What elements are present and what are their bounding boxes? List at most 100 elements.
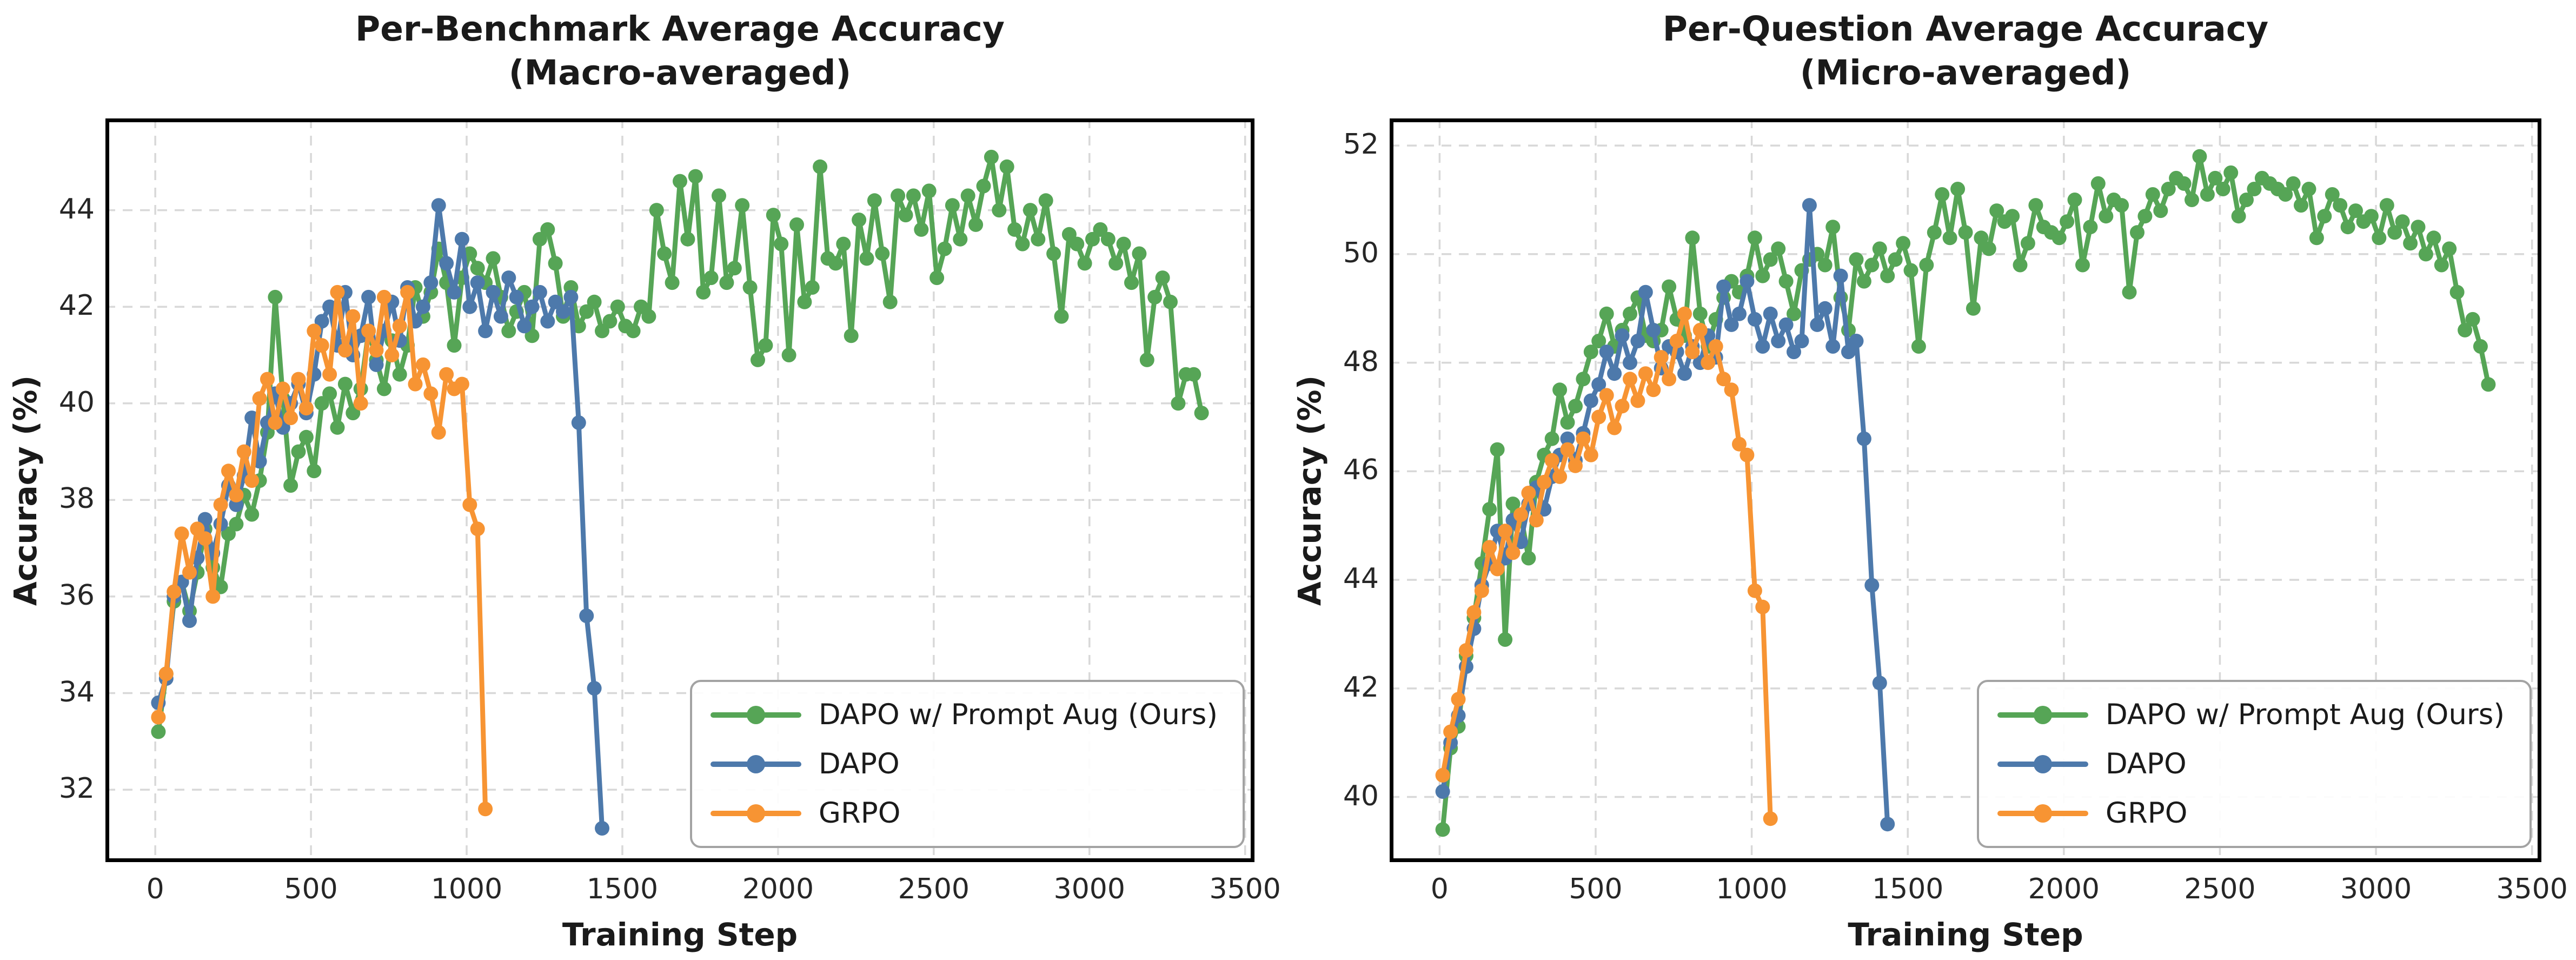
data-point-marker <box>2247 182 2262 196</box>
data-point-marker <box>1747 312 1762 327</box>
data-point-marker <box>1692 306 1708 321</box>
data-point-marker <box>470 261 485 276</box>
data-point-marker <box>556 304 570 319</box>
data-point-marker <box>852 213 867 227</box>
data-point-marker <box>1443 724 1458 739</box>
data-point-marker <box>298 401 314 416</box>
x-tick-label: 2500 <box>898 873 970 905</box>
data-point-marker <box>1646 322 1661 337</box>
data-point-marker <box>1825 339 1841 354</box>
x-axis-label: Training Step <box>562 916 798 953</box>
data-point-marker <box>1139 352 1154 367</box>
legend-item: GRPO <box>1997 797 2505 830</box>
data-point-marker <box>1100 231 1116 247</box>
data-point-marker <box>229 487 244 502</box>
data-point-marker <box>229 517 244 532</box>
data-point-marker <box>423 386 439 401</box>
data-point-marker <box>1054 309 1069 324</box>
data-point-marker <box>1568 458 1583 473</box>
data-point-marker <box>1607 420 1622 435</box>
data-point-marker <box>906 188 921 203</box>
data-point-marker <box>1171 396 1186 411</box>
data-point-marker <box>1716 279 1731 294</box>
data-point-marker <box>1716 372 1731 387</box>
y-tick-label: 42 <box>58 289 95 322</box>
data-point-marker <box>836 236 851 251</box>
data-point-marker <box>1817 301 1833 316</box>
data-point-marker <box>2465 312 2480 327</box>
data-point-marker <box>1599 306 1614 321</box>
y-tick-label: 32 <box>58 772 95 805</box>
data-point-marker <box>252 391 267 406</box>
data-point-marker <box>657 246 672 261</box>
data-point-marker <box>525 328 540 343</box>
data-point-marker <box>1825 220 1841 235</box>
data-point-marker <box>2192 149 2207 164</box>
data-point-marker <box>742 280 758 295</box>
legend-item: DAPO w/ Prompt Aug (Ours) <box>1997 698 2505 731</box>
x-tick-label: 0 <box>1430 873 1449 905</box>
data-point-marker <box>1740 447 1755 462</box>
data-point-marker <box>307 323 322 339</box>
data-point-marker <box>1163 294 1178 309</box>
data-point-marker <box>2013 257 2028 273</box>
data-point-marker <box>1747 230 1762 246</box>
data-point-marker <box>1482 540 1497 555</box>
data-point-marker <box>1701 355 1716 370</box>
data-point-marker <box>2348 203 2363 219</box>
legend-dot <box>2033 804 2052 823</box>
data-point-marker <box>1919 257 1934 273</box>
data-point-marker <box>921 183 937 198</box>
data-point-marker <box>579 608 594 624</box>
data-point-marker <box>1458 643 1473 658</box>
data-point-marker <box>431 198 446 213</box>
data-point-marker <box>1903 263 1918 278</box>
data-point-marker <box>1568 399 1583 414</box>
legend-item: GRPO <box>710 797 1218 830</box>
data-point-marker <box>2122 284 2137 300</box>
data-point-marker <box>1849 334 1864 348</box>
data-point-marker <box>587 681 602 696</box>
data-point-marker <box>1194 406 1209 421</box>
data-point-marker <box>1763 811 1778 826</box>
data-point-marker <box>392 367 407 382</box>
data-point-marker <box>174 526 189 541</box>
data-point-marker <box>2301 182 2316 196</box>
data-point-marker <box>1482 502 1497 517</box>
data-point-marker <box>2286 176 2301 191</box>
data-point-marker <box>1186 367 1201 382</box>
data-point-marker <box>1966 301 1981 316</box>
data-point-marker <box>151 724 166 739</box>
data-point-marker <box>867 193 882 208</box>
data-point-marker <box>2340 220 2355 235</box>
data-point-marker <box>766 208 781 223</box>
data-point-marker <box>1124 275 1139 290</box>
data-point-marker <box>1560 431 1575 446</box>
data-point-marker <box>275 381 290 396</box>
data-point-marker <box>1662 372 1677 387</box>
data-point-marker <box>197 531 213 546</box>
data-point-marker <box>1490 561 1505 577</box>
data-point-marker <box>1591 409 1606 425</box>
data-point-marker <box>1755 268 1770 283</box>
data-point-marker <box>1498 524 1513 539</box>
data-point-marker <box>158 666 174 681</box>
data-point-marker <box>2403 236 2418 251</box>
legend-label: DAPO <box>2105 747 2187 780</box>
data-point-marker <box>392 319 407 334</box>
data-point-marker <box>1692 322 1708 337</box>
data-point-marker <box>673 174 687 189</box>
data-point-marker <box>2411 220 2426 235</box>
data-point-marker <box>1544 453 1559 468</box>
data-point-marker <box>2294 198 2308 213</box>
data-point-marker <box>2434 257 2449 273</box>
x-tick-label: 1500 <box>1872 873 1944 905</box>
x-tick-label: 3000 <box>1053 873 1125 905</box>
data-point-marker <box>1677 366 1692 381</box>
data-point-marker <box>1505 496 1521 512</box>
data-point-marker <box>968 217 984 232</box>
data-point-marker <box>875 246 890 261</box>
data-point-marker <box>486 251 501 266</box>
